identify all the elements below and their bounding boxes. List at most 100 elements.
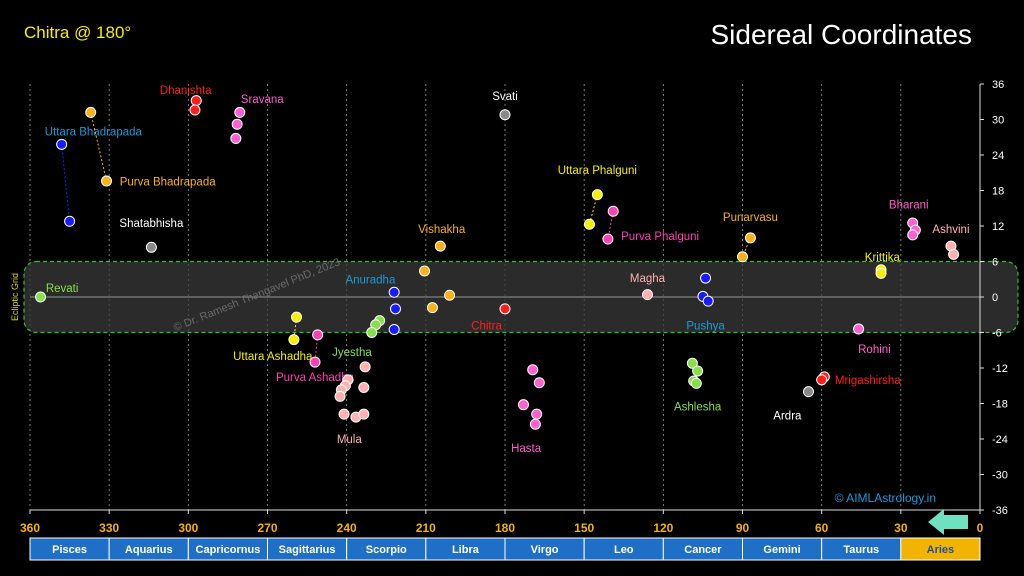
x-tick-label: 0 xyxy=(977,521,984,535)
arrow-left-icon xyxy=(928,509,968,535)
sign-label: Taurus xyxy=(843,544,879,556)
point xyxy=(642,289,653,301)
series-chitra: Chitra xyxy=(471,303,511,332)
point xyxy=(802,386,814,398)
series-vishakha: Vishakha xyxy=(418,224,466,314)
point-label: Ashvini xyxy=(932,224,969,236)
series-svati: Svati xyxy=(492,91,518,121)
series-uttara-phalguni: Uttara Phalguni xyxy=(558,165,637,230)
series-magha: Magha xyxy=(630,273,666,301)
point-label: Bharani xyxy=(889,200,929,212)
connector-line xyxy=(61,144,71,222)
sign-label: Scorpio xyxy=(366,544,407,556)
point xyxy=(948,248,960,260)
point xyxy=(234,106,246,118)
point xyxy=(56,138,68,150)
point xyxy=(529,418,541,430)
y-tick-label: -30 xyxy=(992,470,1008,482)
point-label: Ashlesha xyxy=(674,401,722,413)
point-label: Magha xyxy=(630,273,666,285)
x-tick-label: 210 xyxy=(416,521,436,535)
point-label: Rohini xyxy=(858,344,891,356)
series-ashlesha: Ashlesha xyxy=(674,357,722,413)
series-krittika: Krittika xyxy=(865,252,901,279)
point xyxy=(686,357,698,369)
y-tick-label: 30 xyxy=(992,115,1004,127)
point-label: Anuradha xyxy=(345,274,395,286)
point xyxy=(499,109,511,121)
zodiac-bar: Pisces Aquarius Capricornus Sagittarius Scor… xyxy=(29,537,981,561)
point xyxy=(358,408,370,420)
point xyxy=(591,189,603,201)
x-tick-label: 30 xyxy=(894,521,908,535)
point-label: Ardra xyxy=(773,410,802,422)
point-label: Revati xyxy=(46,283,79,295)
grid-lines xyxy=(29,84,902,510)
y-tick-label: 36 xyxy=(992,79,1004,91)
point xyxy=(737,251,748,263)
sign-label: Aquarius xyxy=(125,544,173,556)
series-purva-bhadrapada: Purva Bhadrapada xyxy=(85,106,216,189)
point-label: Shatabhisha xyxy=(119,218,184,230)
point xyxy=(499,303,511,315)
point-label: Chitra xyxy=(471,320,502,332)
point xyxy=(434,240,446,252)
point xyxy=(190,95,202,107)
point-label: Mrigashirsha xyxy=(835,375,901,387)
point xyxy=(231,118,243,130)
series-ashvini: Ashvini xyxy=(932,224,970,260)
point xyxy=(816,374,828,386)
series-dhanishta: Dhanishta xyxy=(160,85,212,116)
point xyxy=(358,382,370,394)
x-tick-label: 150 xyxy=(574,521,594,535)
x-tick-label: 270 xyxy=(257,521,277,535)
point-label: Punarvasu xyxy=(723,212,778,224)
point xyxy=(388,286,400,298)
point xyxy=(145,241,157,253)
point xyxy=(702,295,714,307)
sign-label: Libra xyxy=(452,544,480,556)
point xyxy=(533,377,545,389)
point-label: Uttara Bhadrapada xyxy=(45,126,143,138)
point-label: Svati xyxy=(492,91,518,103)
series-ardra: Ardra xyxy=(773,386,814,422)
point xyxy=(291,311,303,323)
point xyxy=(426,302,438,314)
sign-label: Sagittarius xyxy=(279,544,336,556)
series-punarvasu: Punarvasu xyxy=(723,212,778,263)
x-tick-label: 120 xyxy=(653,521,673,535)
point xyxy=(338,408,350,420)
point-label: Hasta xyxy=(511,443,542,455)
point xyxy=(875,267,887,279)
point xyxy=(444,289,456,301)
series-bharani: Bharani xyxy=(889,200,929,241)
y-tick-label: 0 xyxy=(992,292,998,304)
point xyxy=(35,291,47,303)
point-label: Pushya xyxy=(686,320,725,332)
series-sravana: Sravana xyxy=(230,94,284,144)
point-label: Purva Phalguni xyxy=(621,231,699,243)
y-tick-label: 24 xyxy=(992,150,1004,162)
point xyxy=(389,303,401,315)
y-tick-label: 12 xyxy=(992,221,1004,233)
sign-label: Leo xyxy=(614,544,634,556)
series-anuradha: Anuradha xyxy=(345,274,401,336)
series-jyestha: Jyestha xyxy=(332,315,386,359)
sign-cell xyxy=(900,537,981,561)
ecliptic-grid-label: Ecliptic Grid xyxy=(10,273,20,321)
series-rohini: Rohini xyxy=(853,323,891,356)
series-pushya: Pushya xyxy=(686,272,725,332)
point xyxy=(692,365,704,377)
series-mula: Mula xyxy=(334,361,371,446)
point xyxy=(607,205,619,217)
point xyxy=(700,272,712,284)
point xyxy=(531,408,543,420)
chart-title: Sidereal Coordinates xyxy=(711,19,973,50)
sign-label: Pisces xyxy=(52,544,87,556)
point xyxy=(517,399,529,411)
series-mrigashirsha: Mrigashirsha xyxy=(816,371,901,387)
point-label: Sravana xyxy=(241,94,284,106)
series-purva-ashadha: Purva Ashadha xyxy=(276,329,355,384)
series-hasta: Hasta xyxy=(511,364,545,455)
